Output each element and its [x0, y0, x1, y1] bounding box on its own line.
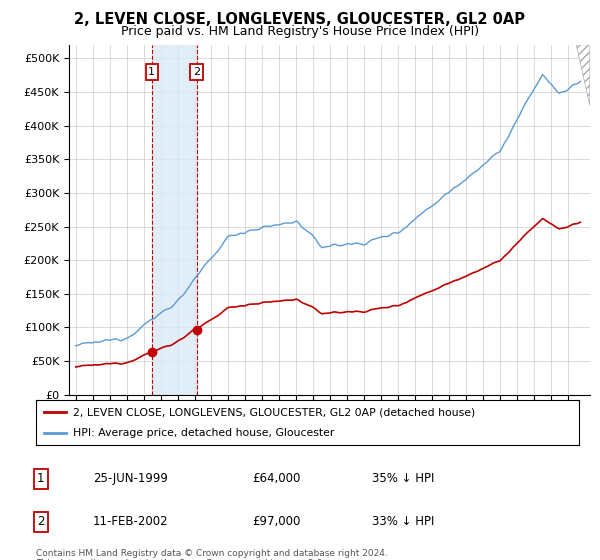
Text: 1: 1	[148, 67, 155, 77]
Text: 11-FEB-2002: 11-FEB-2002	[93, 515, 169, 529]
Text: 1: 1	[37, 472, 44, 486]
Bar	[152, 45, 197, 395]
Text: 2: 2	[37, 515, 44, 529]
Text: 2: 2	[193, 67, 200, 77]
Polygon shape	[576, 45, 590, 105]
Text: £64,000: £64,000	[252, 472, 301, 486]
Text: £97,000: £97,000	[252, 515, 301, 529]
Text: 35% ↓ HPI: 35% ↓ HPI	[372, 472, 434, 486]
Text: 25-JUN-1999: 25-JUN-1999	[93, 472, 168, 486]
Text: HPI: Average price, detached house, Gloucester: HPI: Average price, detached house, Glou…	[73, 428, 334, 438]
Text: 2, LEVEN CLOSE, LONGLEVENS, GLOUCESTER, GL2 0AP: 2, LEVEN CLOSE, LONGLEVENS, GLOUCESTER, …	[74, 12, 526, 27]
Text: Contains HM Land Registry data © Crown copyright and database right 2024.
This d: Contains HM Land Registry data © Crown c…	[36, 549, 388, 560]
Text: 2, LEVEN CLOSE, LONGLEVENS, GLOUCESTER, GL2 0AP (detached house): 2, LEVEN CLOSE, LONGLEVENS, GLOUCESTER, …	[73, 408, 475, 418]
Text: Price paid vs. HM Land Registry's House Price Index (HPI): Price paid vs. HM Land Registry's House …	[121, 25, 479, 38]
Text: 33% ↓ HPI: 33% ↓ HPI	[372, 515, 434, 529]
